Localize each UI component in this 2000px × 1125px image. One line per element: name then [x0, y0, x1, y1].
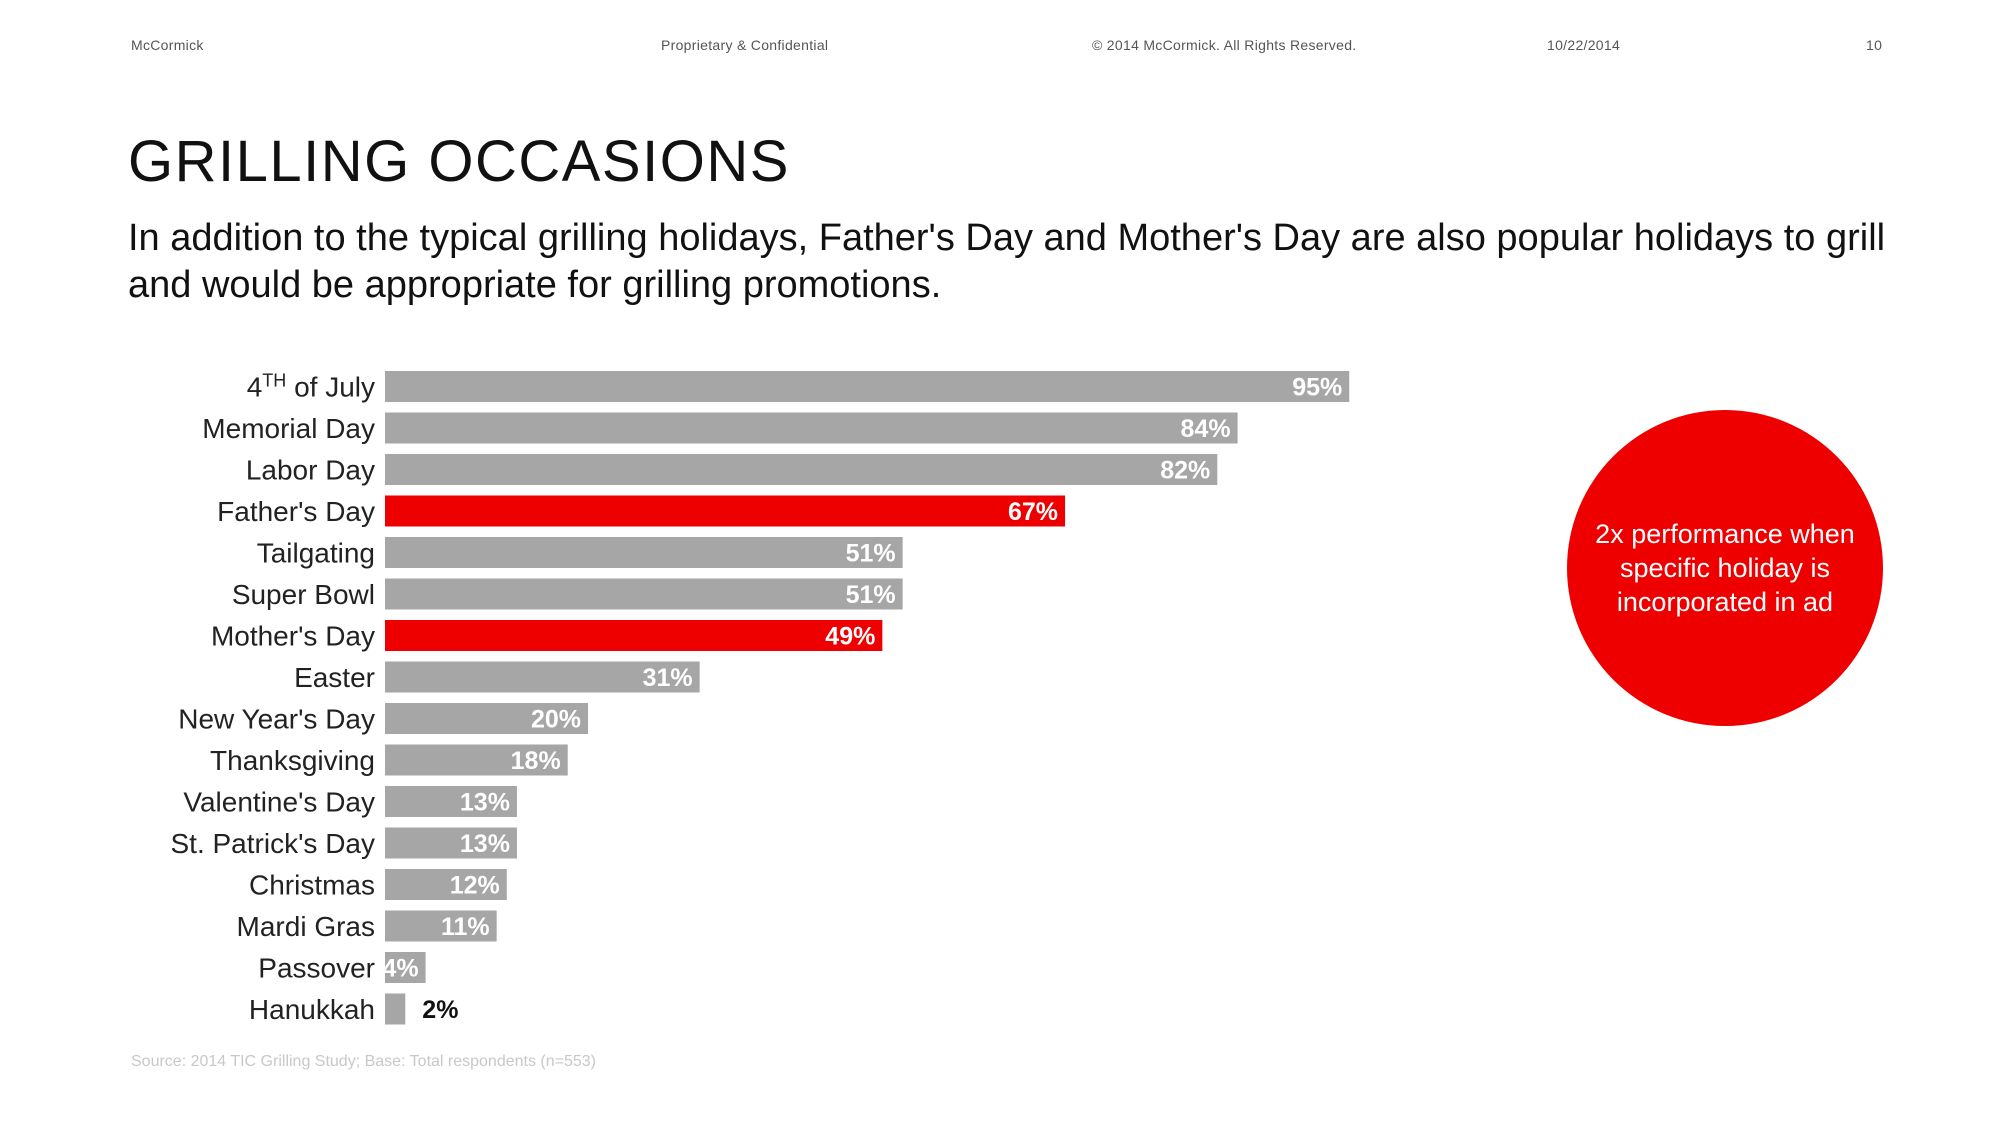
- category-label: Valentine's Day: [183, 787, 375, 818]
- category-label: Tailgating: [257, 538, 375, 569]
- category-label: Mardi Gras: [237, 911, 375, 942]
- value-label: 49%: [825, 623, 875, 651]
- category-label: Labor Day: [246, 455, 375, 486]
- category-label: Easter: [294, 662, 375, 693]
- category-label: Passover: [258, 953, 375, 984]
- bar-4th-of-july: [385, 371, 1350, 402]
- page-subtitle: In addition to the typical grilling holi…: [128, 217, 1886, 306]
- value-label: 11%: [441, 913, 490, 941]
- bar-mother-s-day: [385, 620, 883, 651]
- value-label: 20%: [531, 706, 581, 734]
- callout-circle: 2x performance when specific holiday is …: [1567, 410, 1883, 726]
- category-label: Father's Day: [217, 496, 375, 527]
- value-label: 18%: [511, 747, 561, 775]
- category-label: Hanukkah: [249, 994, 375, 1025]
- bar-new-year-s-day: [385, 703, 588, 734]
- value-label: 12%: [450, 872, 500, 900]
- header-date: 10/22/2014: [1547, 37, 1621, 53]
- bar-passover: [385, 952, 426, 983]
- category-label: Mother's Day: [211, 621, 375, 652]
- value-label: 31%: [643, 664, 693, 692]
- bar-memorial-day: [385, 412, 1238, 444]
- header-page-number: 10: [1866, 37, 1883, 53]
- value-label: 67%: [1008, 498, 1058, 526]
- bar-tailgating: [385, 537, 903, 568]
- page-title: GRILLING OCCASIONS: [128, 129, 790, 194]
- bar-valentine-s-day: [385, 786, 517, 817]
- bar-easter: [385, 661, 700, 693]
- value-label: 51%: [846, 540, 896, 568]
- category-label: Christmas: [249, 870, 375, 901]
- category-label: New Year's Day: [178, 704, 375, 735]
- source-note: Source: 2014 TIC Grilling Study; Base: T…: [131, 1053, 597, 1070]
- category-label: 4TH of July: [247, 371, 375, 403]
- value-label: 4%: [382, 955, 418, 983]
- bar-labor-day: [385, 454, 1218, 485]
- bar-st-patrick-s-day: [385, 827, 517, 859]
- value-label: 95%: [1292, 374, 1342, 402]
- bar-christmas: [385, 869, 507, 900]
- value-label: 13%: [460, 789, 510, 817]
- category-label: Super Bowl: [232, 579, 375, 610]
- value-label: 2%: [422, 996, 458, 1024]
- bar-mardi-gras: [385, 910, 497, 942]
- header-company: McCormick: [131, 37, 204, 53]
- bar-super-bowl: [385, 578, 903, 610]
- bar-thanksgiving: [385, 744, 568, 776]
- value-label: 82%: [1160, 457, 1210, 485]
- value-label: 84%: [1181, 415, 1231, 443]
- bar-father-s-day: [385, 495, 1066, 527]
- category-label: Memorial Day: [202, 413, 375, 444]
- category-label: Thanksgiving: [210, 745, 375, 776]
- category-label: St. Patrick's Day: [170, 828, 375, 859]
- bar-hanukkah: [385, 993, 406, 1025]
- value-label: 51%: [846, 581, 896, 609]
- callout-text: 2x performance when specific holiday is …: [1595, 519, 1855, 617]
- header-confidentiality: Proprietary & Confidential: [661, 37, 829, 53]
- value-label: 13%: [460, 830, 510, 858]
- header-copyright: © 2014 McCormick. All Rights Reserved.: [1092, 37, 1357, 53]
